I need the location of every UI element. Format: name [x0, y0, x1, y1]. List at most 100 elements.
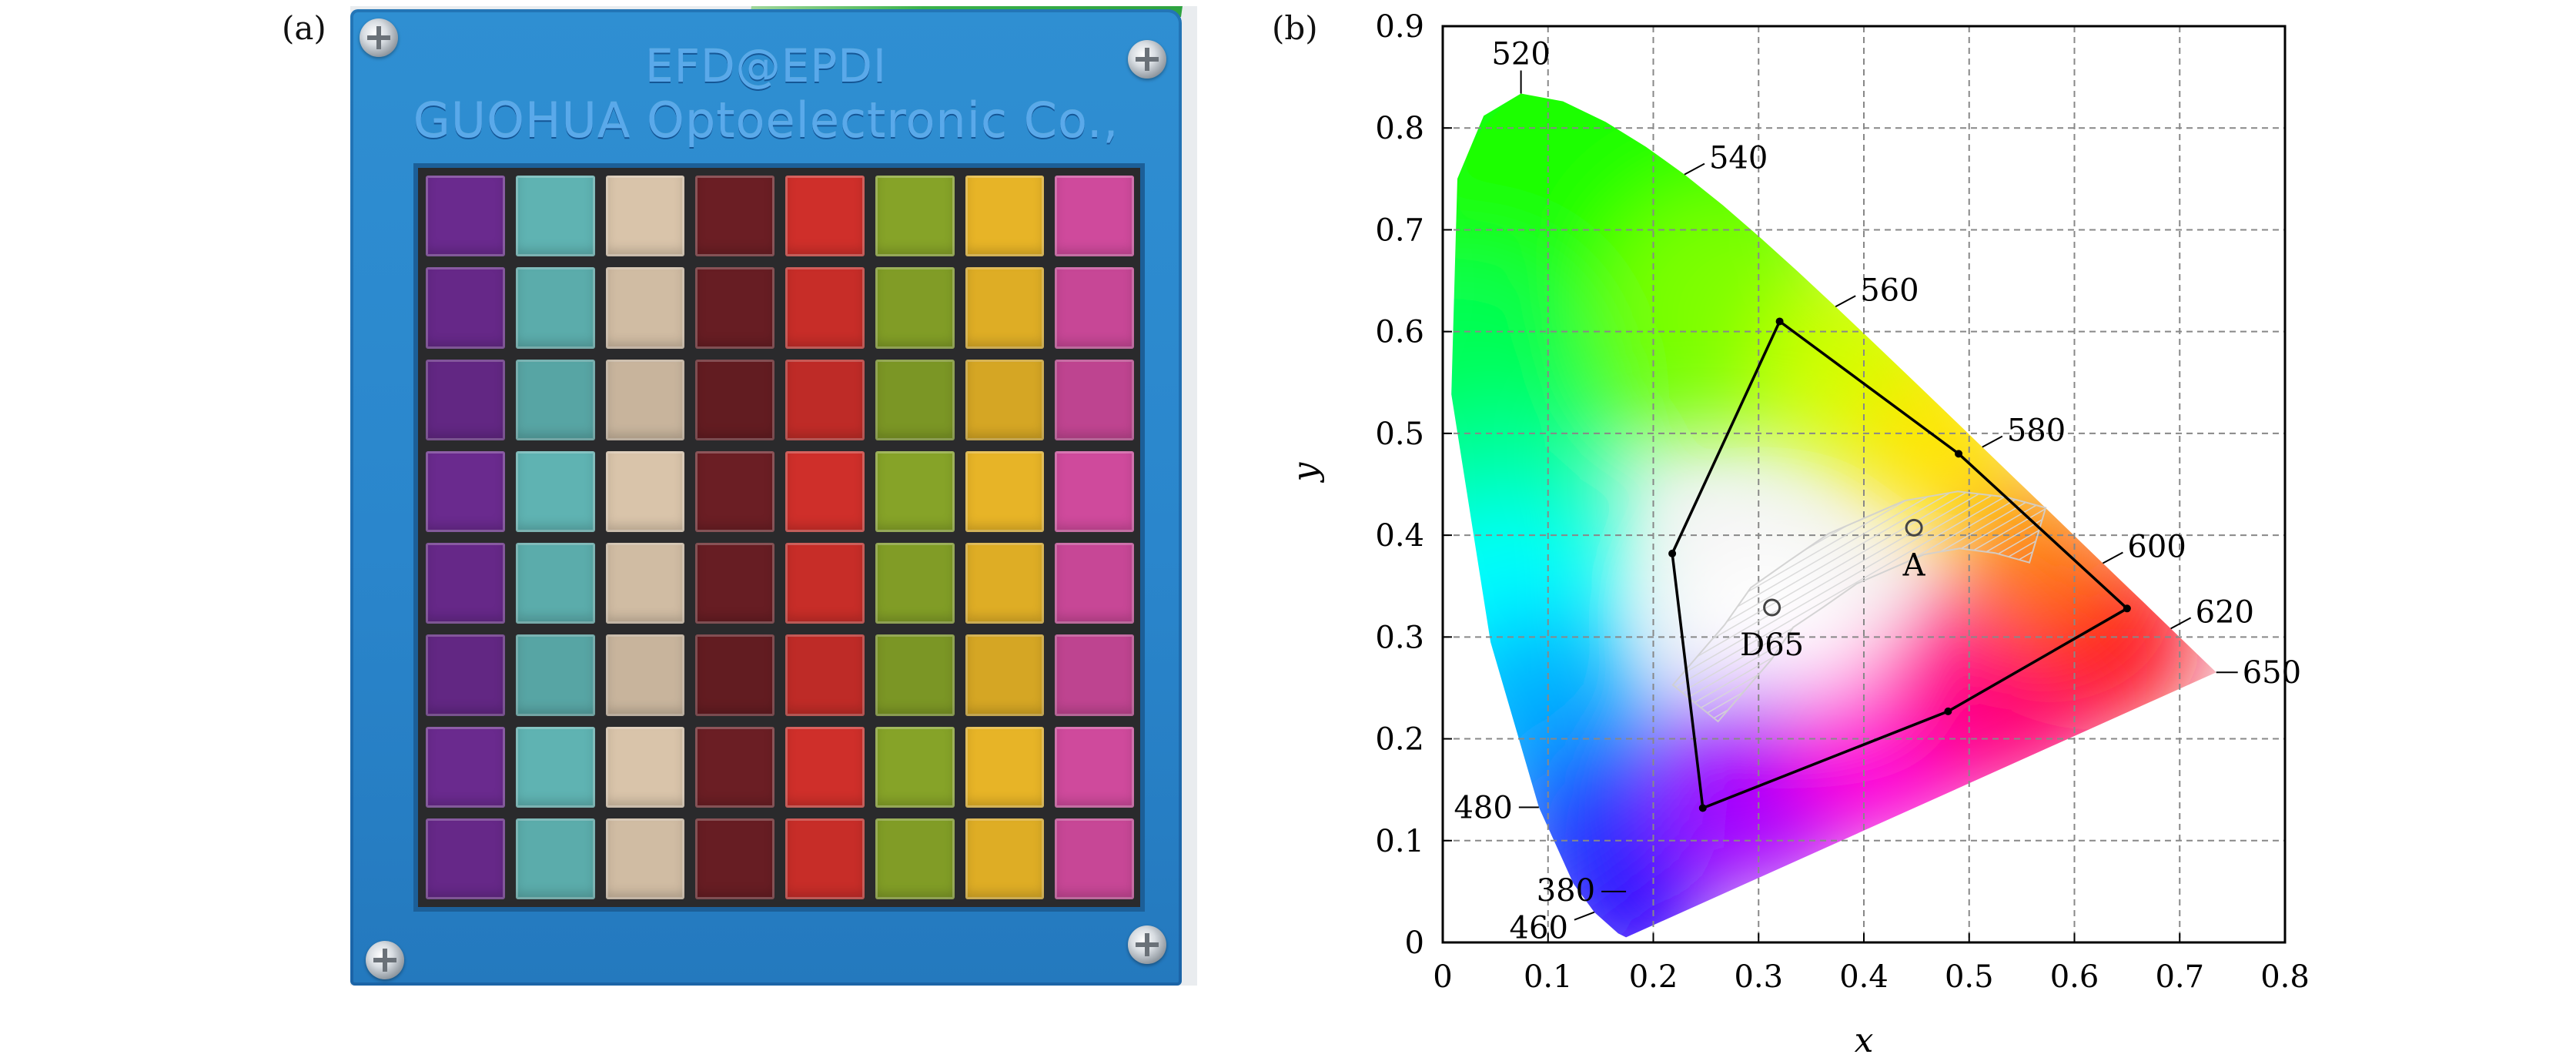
display-pixel: [875, 726, 955, 808]
gamut-vertex: [1698, 804, 1707, 812]
display-pixel: [785, 634, 865, 716]
display-pixel: [695, 818, 774, 899]
display-window: [413, 163, 1145, 912]
planckian-locus-band: [1671, 490, 2047, 723]
display-pixel: [1055, 543, 1134, 624]
gamut-vertex: [2123, 604, 2131, 613]
y-tick-label: 0.7: [1375, 213, 1424, 248]
display-pixel: [426, 176, 505, 257]
blue-frame: EFD@EPDI GUOHUA Optoelectronic Co.,: [350, 9, 1182, 986]
display-pixel: [515, 267, 595, 349]
x-tick-label: 0.4: [1839, 959, 1889, 995]
reference-point-marker: [1905, 518, 1923, 537]
gamut-fill: [1451, 93, 2216, 938]
wavelength-label: 520: [1491, 37, 1550, 72]
display-pixel: [875, 543, 955, 624]
screw-icon: [366, 941, 404, 979]
display-pixel: [1055, 450, 1134, 532]
display-pixel: [1055, 359, 1134, 440]
display-pixel: [965, 543, 1045, 624]
display-pixel: [785, 726, 865, 808]
gamut-vertex: [1668, 549, 1677, 557]
wavelength-label: 540: [1709, 141, 1768, 176]
display-pixel: [875, 267, 955, 349]
x-axis-label: x: [1855, 1021, 1874, 1060]
display-pixel: [695, 267, 774, 349]
display-pixel: [605, 267, 685, 349]
display-pixel: [965, 726, 1045, 808]
wavelength-label: 480: [1454, 791, 1512, 826]
display-pixel: [1055, 726, 1134, 808]
y-tick-label: 0.2: [1375, 722, 1424, 758]
pixel-grid: [426, 176, 1134, 899]
x-tick-label: 0.5: [1945, 959, 1994, 995]
y-axis-label: y: [1286, 461, 1325, 483]
wavelength-tick: [1835, 295, 1856, 308]
x-tick-label: 0: [1433, 959, 1452, 995]
display-pixel: [605, 818, 685, 899]
display-pixel: [1055, 634, 1134, 716]
wavelength-tick: [2102, 551, 2123, 564]
y-tick-label: 0: [1405, 925, 1424, 961]
screw-icon: [1128, 40, 1166, 79]
y-tick-label: 0.9: [1375, 9, 1424, 45]
display-pixel: [515, 726, 595, 808]
display-pixel: [965, 359, 1045, 440]
plate-text-line2: GUOHUA Optoelectronic Co.,: [413, 92, 1119, 149]
reference-point-label: D65: [1740, 628, 1804, 663]
display-pixel: [695, 359, 774, 440]
display-pixel: [426, 726, 505, 808]
y-tick-label: 0.6: [1375, 315, 1424, 350]
display-pixel: [1055, 267, 1134, 349]
reference-point-marker: [1763, 598, 1781, 617]
display-pixel: [785, 267, 865, 349]
display-pixel: [605, 634, 685, 716]
display-pixel: [875, 450, 955, 532]
x-tick-label: 0.8: [2260, 959, 2310, 995]
display-pixel: [605, 543, 685, 624]
wavelength-tick: [1982, 435, 2003, 448]
display-pixel: [965, 634, 1045, 716]
wavelength-tick: [2170, 617, 2192, 630]
display-pixel: [1055, 176, 1134, 257]
display-pixel: [1055, 818, 1134, 899]
y-tick-label: 0.1: [1375, 824, 1424, 859]
display-pixel: [785, 543, 865, 624]
display-pixel: [605, 726, 685, 808]
x-tick-label: 0.2: [1629, 959, 1678, 995]
display-pixel: [965, 450, 1045, 532]
panel-a-label: (a): [282, 9, 326, 47]
display-pixel: [426, 359, 505, 440]
y-tick-label: 0.4: [1375, 518, 1424, 554]
display-photo: EFD@EPDI GUOHUA Optoelectronic Co.,: [350, 6, 1197, 986]
cie-chart: 0 0.1 0.2 0.3 0.4 0.5 0.6 0.7 0.8 0 0.1 0.2 0.3 0.4 0.…: [1286, 9, 2310, 1060]
y-tick-label: 0.8: [1375, 111, 1424, 146]
wavelength-label: 380: [1537, 873, 1595, 909]
wavelength-label: 600: [2127, 529, 2186, 564]
display-pixel: [515, 450, 595, 532]
display-pixel: [605, 176, 685, 257]
x-tick-label: 0.1: [1524, 959, 1573, 995]
color-blob: [1558, 838, 1706, 938]
display-pixel: [965, 267, 1045, 349]
display-pixel: [875, 176, 955, 257]
display-pixel: [965, 176, 1045, 257]
display-pixel: [875, 634, 955, 716]
wavelength-tick: [1574, 911, 1595, 921]
screw-icon: [360, 18, 398, 57]
panel-b-label: (b): [1272, 9, 1318, 47]
display-pixel: [785, 450, 865, 532]
display-pixel: [515, 359, 595, 440]
x-tick-label: 0.6: [2050, 959, 2099, 995]
display-pixel: [515, 634, 595, 716]
display-pixel: [605, 450, 685, 532]
display-pixel: [426, 267, 505, 349]
display-pixel: [695, 450, 774, 532]
display-pixel: [426, 450, 505, 532]
display-pixel: [695, 726, 774, 808]
y-tick-label: 0.5: [1375, 417, 1424, 452]
display-pixel: [875, 818, 955, 899]
wavelength-label: 620: [2196, 594, 2254, 630]
display-pixel: [426, 634, 505, 716]
wavelength-tick: [1684, 162, 1705, 176]
